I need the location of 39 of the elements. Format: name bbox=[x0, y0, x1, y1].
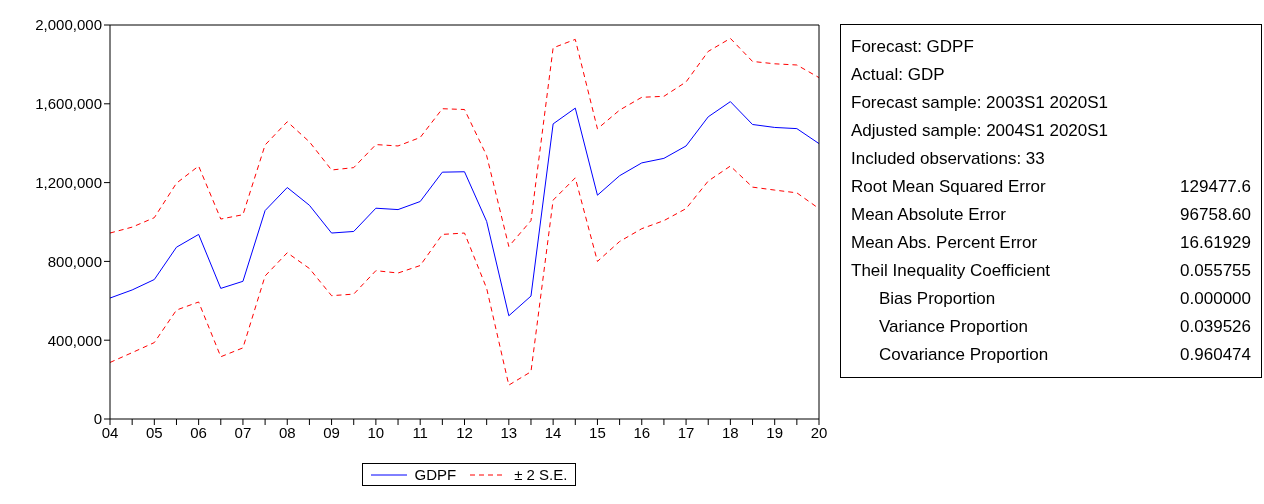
x-tick-label: 09 bbox=[323, 423, 340, 441]
x-tick-label: 05 bbox=[145, 423, 163, 441]
text: Covariance Proportion 0.960474 bbox=[879, 345, 1251, 364]
legend-label: ± 2 S.E. bbox=[514, 466, 568, 483]
text: Forecast sample: 2003S1 2020S1 bbox=[851, 92, 1109, 114]
legend-label: GDPF bbox=[414, 466, 457, 483]
x-tick-label: 08 bbox=[278, 423, 296, 441]
text: Bias Proportion 0.000000 bbox=[879, 289, 1251, 308]
x-tick-label: 19 bbox=[766, 423, 784, 441]
y-tick-label: 1,200,000 bbox=[35, 173, 102, 191]
text: Variance Proportion 0.039526 bbox=[879, 317, 1251, 336]
x-tick-label: 07 bbox=[234, 423, 252, 441]
x-tick-label: 17 bbox=[677, 423, 695, 441]
text: Mean Absolute Error 96758.60 bbox=[851, 205, 1251, 224]
y-tick-label: 2,000,000 bbox=[35, 16, 102, 34]
text: Theil Inequality Coefficient 0.055755 bbox=[851, 261, 1251, 280]
text: Forecast: GDPF bbox=[851, 36, 974, 58]
x-tick-label: 16 bbox=[633, 423, 651, 441]
text: Root Mean Squared Error 129477.6 bbox=[851, 177, 1251, 196]
y-tick-label: 800,000 bbox=[47, 252, 102, 270]
text: Adjusted sample: 2004S1 2020S1 bbox=[851, 120, 1109, 142]
x-tick-label: 13 bbox=[500, 423, 518, 441]
x-tick-label: 10 bbox=[367, 423, 385, 441]
text: Mean Abs. Percent Error 16.61929 bbox=[851, 233, 1251, 252]
line-series bbox=[109, 37, 820, 247]
x-tick-label: 04 bbox=[101, 423, 119, 441]
text: Included observations: 33 bbox=[851, 148, 1045, 170]
x-tick-label: 12 bbox=[456, 423, 473, 441]
x-tick-label: 06 bbox=[190, 423, 207, 441]
x-tick-label: 20 bbox=[810, 423, 828, 441]
text: Actual: GDP bbox=[851, 64, 945, 86]
x-tick-label: 15 bbox=[589, 423, 606, 441]
y-tick-label: 0 bbox=[93, 410, 102, 428]
y-tick-label: 400,000 bbox=[47, 331, 102, 349]
y-tick-label: 1,600,000 bbox=[35, 95, 102, 113]
line-series bbox=[109, 101, 820, 317]
x-tick-label: 18 bbox=[722, 423, 739, 441]
x-tick-label: 11 bbox=[412, 423, 428, 441]
x-tick-label: 14 bbox=[544, 423, 562, 441]
